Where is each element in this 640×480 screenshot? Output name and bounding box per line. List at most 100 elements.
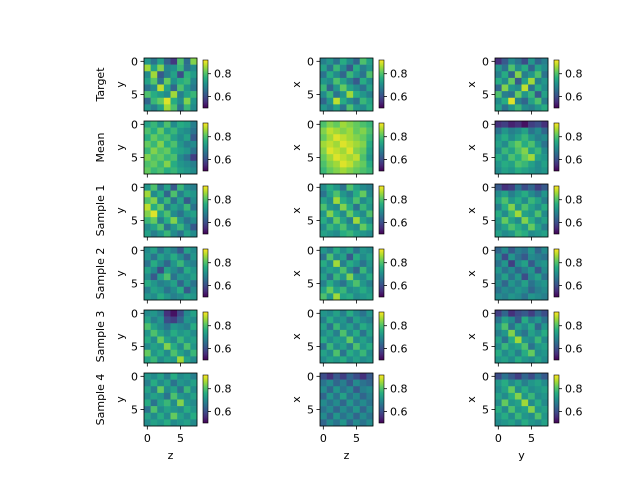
heatmap-cell [170,127,178,135]
heatmap-cell [528,147,536,155]
heatmap-cell [320,97,327,105]
heatmap-cell [534,273,542,281]
heatmap-cell [320,203,327,211]
heatmap-cell [346,412,354,420]
heatmap-cell [163,91,171,99]
heatmap-cell [150,154,158,162]
heatmap-cell [359,310,367,317]
heatmap-cell [326,230,334,238]
heatmap-cell [359,373,367,380]
heatmap-cell [366,419,374,427]
heatmap-cell [353,154,361,162]
heatmap-cell [333,134,341,142]
heatmap-cell [366,349,374,357]
heatmap-cell [534,260,542,268]
heatmap-cell [150,412,158,420]
heatmap-cell [190,286,198,294]
colorbar-tick-label: 0.6 [214,343,232,356]
heatmap-cell [508,356,516,364]
heatmap-cell [170,210,178,218]
heatmap-cell [366,230,374,238]
heatmap-cell [514,160,522,168]
heatmap-cell [528,77,536,85]
heatmap-cell [190,329,198,337]
heatmap-cell [150,386,158,394]
heatmap-cell [521,84,529,92]
row-label: Mean [94,132,107,162]
heatmap-cell [177,310,185,317]
heatmap-cell [514,406,522,414]
heatmap-cell [514,286,522,294]
heatmap-cell [177,323,185,331]
heatmap-cell [528,260,536,268]
heatmap-cell [346,197,354,205]
colorbar-tick-label: 0.8 [390,320,408,333]
heatmap-cell [170,386,178,394]
heatmap-cell [353,343,361,351]
heatmap-cell [521,127,529,135]
heatmap-cell [353,77,361,85]
heatmap-cell [163,386,171,394]
x-axis-label: z [344,449,350,462]
heatmap-cell [495,293,502,301]
heatmap-cell [163,147,171,155]
heatmap-cell [353,210,361,218]
heatmap-cell [528,71,536,79]
heatmap-cell [170,412,178,420]
heatmap-cell [528,253,536,261]
heatmap-cell [521,121,529,128]
heatmap-panel: 0 5y Sample 1 0.6 0.8 [94,181,232,241]
heatmap-cell [508,154,516,162]
heatmap-cell [333,286,341,294]
heatmap-cell [333,91,341,99]
heatmap-cell [163,160,171,168]
heatmap-cell [339,147,347,155]
heatmap-cell [177,247,185,254]
heatmap-cell [157,247,165,254]
heatmap-cell [514,197,522,205]
colorbar [203,249,208,297]
heatmap-cell [353,147,361,155]
heatmap-cell [320,329,327,337]
panel-frame [319,246,374,301]
heatmap-cell [353,203,361,211]
heatmap-cell [353,217,361,225]
heatmap-cell [144,412,151,420]
heatmap-cell [144,97,151,105]
heatmap-cell [346,58,354,65]
heatmap-cell [339,399,347,407]
heatmap-cell [353,406,361,414]
heatmap-cell [514,91,522,99]
heatmap-cell [190,349,198,357]
heatmap-cell [326,273,334,281]
heatmap-cell [495,260,502,268]
heatmap-cell [359,184,367,191]
y-tick-label: 5 [131,277,138,290]
panel-frame [319,309,374,364]
heatmap-cell [163,210,171,218]
heatmap-cell [157,286,165,294]
heatmap-cell [339,379,347,387]
heatmap-cell [495,197,502,205]
heatmap-cell [353,310,361,317]
heatmap-cell [144,343,151,351]
heatmap-cell [534,97,542,105]
heatmap-cell [144,260,151,268]
heatmap-cell [501,286,509,294]
heatmap-cell [528,104,536,112]
heatmap-cell [320,336,327,344]
colorbar-tick-label: 0.8 [214,257,232,270]
heatmap-cell [534,266,542,274]
y-axis-label: x [465,333,478,340]
heatmap-cell [320,379,327,387]
heatmap-cell [541,316,549,324]
heatmap-cell [528,266,536,274]
heatmap-cell [521,210,529,218]
heatmap-cell [508,134,516,142]
heatmap-cell [190,293,198,301]
heatmap-cell [144,203,151,211]
heatmap-cell [150,127,158,135]
heatmap-cell [534,104,542,112]
heatmap-cell [150,293,158,301]
heatmap-cell [190,419,198,427]
